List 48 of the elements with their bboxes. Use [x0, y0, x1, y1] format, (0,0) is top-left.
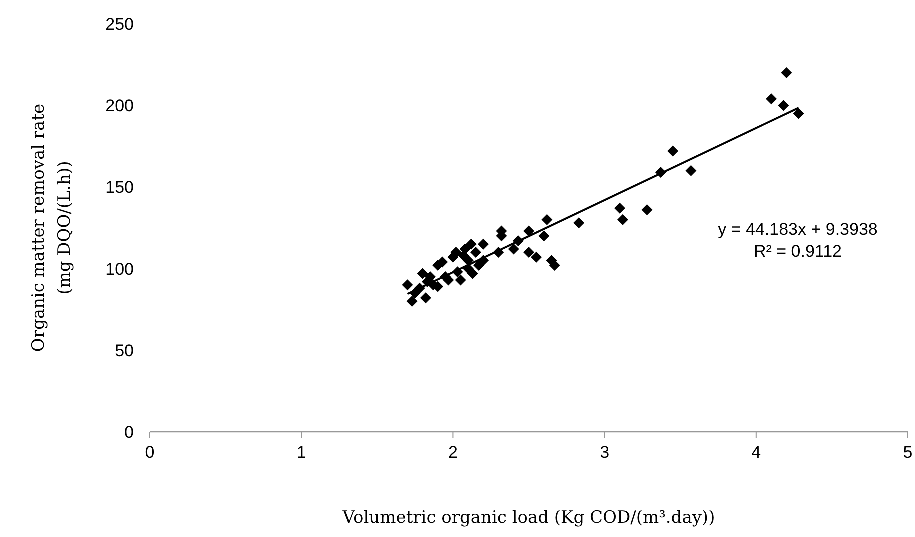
- point: [531, 252, 542, 263]
- point: [406, 296, 418, 307]
- point: [437, 256, 448, 268]
- annotation: R² = 0.9112: [754, 242, 842, 261]
- point: [542, 214, 553, 226]
- y-tick-label: 250: [106, 15, 134, 34]
- y-axis-title: Organic matter removal rate (mg DQO/(L.h)): [29, 104, 75, 352]
- x-tick-label: 5: [903, 443, 913, 462]
- y-tick-label: 200: [106, 96, 134, 116]
- point: [793, 108, 804, 120]
- point: [462, 255, 474, 266]
- y-tick-label: 50: [115, 341, 134, 360]
- x-tick-label: 4: [752, 443, 762, 462]
- point: [524, 246, 534, 258]
- point: [538, 230, 550, 242]
- point: [668, 146, 679, 157]
- point: [574, 218, 585, 229]
- y-tick-label: 150: [106, 178, 134, 198]
- y-tick-label: 100: [106, 260, 134, 279]
- point: [417, 268, 428, 280]
- point: [614, 202, 626, 214]
- point: [450, 246, 462, 258]
- annotation: y = 44.183x + 9.3938: [718, 220, 878, 239]
- point: [766, 94, 778, 105]
- x-tick-label: 2: [448, 443, 458, 462]
- point: [467, 268, 478, 280]
- point: [460, 244, 471, 255]
- x-axis-title: Volumetric organic load (Kg COD/(m³.day)): [342, 508, 716, 528]
- point: [478, 238, 490, 250]
- point: [781, 67, 792, 78]
- point: [470, 246, 482, 258]
- point: [455, 274, 466, 286]
- y-tick-label: 0: [124, 423, 134, 442]
- point: [778, 100, 790, 112]
- point: [466, 238, 477, 250]
- point: [686, 165, 697, 176]
- x-tick-label: 1: [296, 443, 306, 462]
- point: [508, 244, 520, 255]
- x-tick-label: 0: [145, 443, 155, 462]
- point: [642, 204, 653, 216]
- point: [420, 292, 432, 304]
- point: [549, 260, 560, 272]
- x-tick-label: 3: [600, 443, 610, 462]
- point: [402, 280, 414, 291]
- point: [424, 271, 436, 282]
- point: [617, 214, 628, 226]
- point: [443, 274, 454, 286]
- point: [524, 226, 534, 237]
